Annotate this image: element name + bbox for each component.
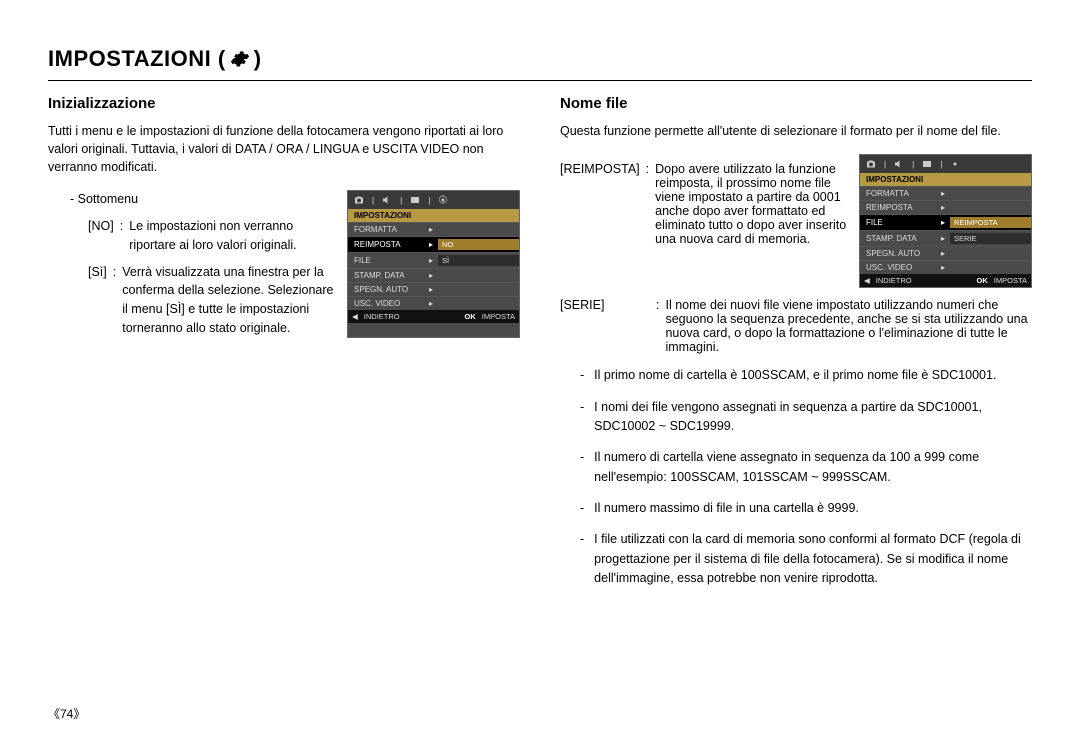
right-heading: Nome file <box>560 95 1032 112</box>
chevron-right-icon: ▸ <box>938 249 948 258</box>
chevron-right-icon: ▸ <box>938 218 948 227</box>
lcd-tabs: | | | <box>860 155 1031 173</box>
bullet-item: Il numero di cartella viene assegnato in… <box>580 448 1032 487</box>
page-title-text: IMPOSTAZIONI ( <box>48 46 226 72</box>
bullet-item: I nomi dei file vengono assegnati in seq… <box>580 398 1032 437</box>
display-icon <box>408 194 422 206</box>
right-top-row: [REIMPOSTA] : Dopo avere utilizzato la f… <box>560 154 1032 288</box>
chevron-right-icon: ▸ <box>426 299 436 308</box>
lcd-header: IMPOSTAZIONI <box>860 173 1031 186</box>
def-row-no: [NO] : Le impostazioni non verranno ripo… <box>88 217 335 255</box>
lcd-row: USC. VIDEO ▸ <box>348 296 519 310</box>
lcd-row: USC. VIDEO ▸ <box>860 260 1031 274</box>
chevron-right-icon: ▸ <box>426 240 436 249</box>
def-val: Il nome dei nuovi file viene impostato u… <box>665 298 1032 354</box>
lcd-row-selected: FILE ▸ REIMPOSTA <box>860 214 1031 230</box>
chevron-right-icon: ▸ <box>426 225 436 234</box>
def-val: Dopo avere utilizzato la funzione reimpo… <box>655 162 847 246</box>
col-left: Inizializzazione Tutti i menu e le impos… <box>48 95 520 601</box>
back-arrow-icon: ◀ <box>864 276 870 285</box>
display-icon <box>920 158 934 170</box>
sound-icon <box>380 194 394 206</box>
def-sep: : <box>113 263 116 338</box>
lcd-row-selected: REIMPOSTA ▸ NO <box>348 236 519 252</box>
def-row-si: [Sì] : Verrà visualizzata una finestra p… <box>88 263 335 338</box>
left-defs: [NO] : Le impostazioni non verranno ripo… <box>48 217 335 338</box>
lcd-menu-right: | | | IMPOSTAZIONI FORMATTA ▸ <box>859 154 1032 288</box>
def-key: [Sì] <box>88 263 107 338</box>
left-intro: Tutti i menu e le impostazioni di funzio… <box>48 122 520 176</box>
left-heading: Inizializzazione <box>48 95 520 112</box>
lcd-header: IMPOSTAZIONI <box>348 209 519 222</box>
def-sep: : <box>120 217 123 255</box>
chevron-right-icon: ▸ <box>426 256 436 265</box>
page-number: 《74》 <box>48 705 85 722</box>
lcd-row: FORMATTA ▸ <box>348 222 519 236</box>
lcd-row: FILE ▸ SÌ <box>348 252 519 268</box>
chevron-right-icon: ▸ <box>938 189 948 198</box>
def-row-serie: [SERIE] : Il nome dei nuovi file viene i… <box>560 298 1032 354</box>
lcd-row: SPEGN. AUTO ▸ <box>348 282 519 296</box>
page-title-close: ) <box>254 46 262 72</box>
lcd-menu-left: | | | IMPOSTAZIONI FORMATTA ▸ <box>347 190 520 337</box>
lcd-footer: ◀ INDIETRO OK IMPOSTA <box>860 274 1031 287</box>
title-rule <box>48 80 1032 81</box>
settings-gear-icon <box>436 194 450 206</box>
gear-icon <box>230 49 250 69</box>
camera-icon <box>352 194 366 206</box>
bullet-item: Il primo nome di cartella è 100SSCAM, e … <box>580 366 1032 385</box>
lcd-row: STAMP. DATA ▸ <box>348 268 519 282</box>
def-key: [REIMPOSTA] <box>560 162 640 246</box>
right-intro: Questa funzione permette all'utente di s… <box>560 122 1032 140</box>
def-key: [SERIE] <box>560 298 650 354</box>
lcd-row: REIMPOSTA ▸ <box>860 200 1031 214</box>
chevron-right-icon: ▸ <box>426 285 436 294</box>
left-text-block: - Sottomenu [NO] : Le impostazioni non v… <box>48 190 335 337</box>
def-key: [NO] <box>88 217 114 255</box>
chevron-right-icon: ▸ <box>426 271 436 280</box>
left-body: - Sottomenu [NO] : Le impostazioni non v… <box>48 190 520 337</box>
col-right: Nome file Questa funzione permette all'u… <box>560 95 1032 601</box>
def-row-reimposta: [REIMPOSTA] : Dopo avere utilizzato la f… <box>560 162 847 246</box>
back-arrow-icon: ◀ <box>352 312 358 321</box>
submenu-label: - Sottomenu <box>48 190 335 209</box>
lcd-row: FORMATTA ▸ <box>860 186 1031 200</box>
columns: Inizializzazione Tutti i menu e le impos… <box>48 95 1032 601</box>
def-sep: : <box>646 162 649 246</box>
page-title: IMPOSTAZIONI ( ) <box>48 46 1032 72</box>
lcd-footer: ◀ INDIETRO OK IMPOSTA <box>348 310 519 323</box>
lcd-tabs: | | | <box>348 191 519 209</box>
bullet-item: Il numero massimo di file in una cartell… <box>580 499 1032 518</box>
sound-icon <box>892 158 906 170</box>
def-val: Le impostazioni non verranno riportare a… <box>129 217 335 255</box>
chevron-right-icon: ▸ <box>938 263 948 272</box>
chevron-right-icon: ▸ <box>938 234 948 243</box>
lcd-row: STAMP. DATA ▸ SERIE <box>860 230 1031 246</box>
right-defs: [REIMPOSTA] : Dopo avere utilizzato la f… <box>560 154 847 246</box>
def-sep: : <box>656 298 659 354</box>
lcd-row: SPEGN. AUTO ▸ <box>860 246 1031 260</box>
def-val: Verrà visualizzata una finestra per la c… <box>122 263 335 338</box>
camera-icon <box>864 158 878 170</box>
settings-gear-icon <box>948 158 962 170</box>
right-bullets: Il primo nome di cartella è 100SSCAM, e … <box>560 366 1032 588</box>
bullet-item: I file utilizzati con la card di memoria… <box>580 530 1032 588</box>
chevron-right-icon: ▸ <box>938 203 948 212</box>
